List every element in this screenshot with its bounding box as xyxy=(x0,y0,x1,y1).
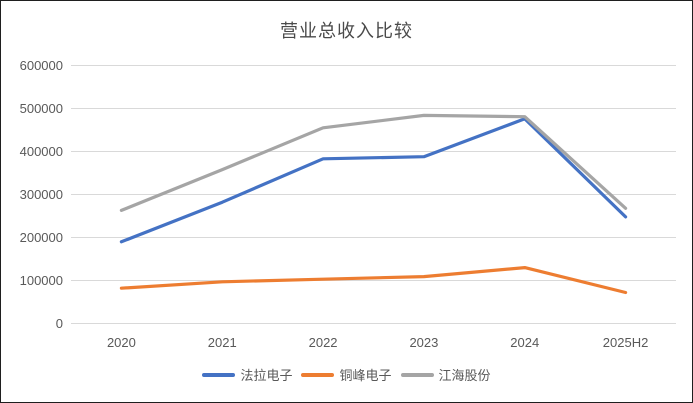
x-axis-category-label: 2025H2 xyxy=(603,335,649,350)
legend-swatch-icon xyxy=(202,372,236,377)
legend-label: 铜峰电子 xyxy=(339,368,392,383)
y-axis-tick-label: 500000 xyxy=(20,101,63,116)
y-axis-tick-label: 600000 xyxy=(20,58,63,73)
legend-label: 法拉电子 xyxy=(240,368,293,383)
legend-item: 铜峰电子 xyxy=(301,365,392,384)
legend-swatch-icon xyxy=(400,372,434,377)
x-axis-category-label: 2022 xyxy=(309,335,338,350)
x-axis-category-label: 2023 xyxy=(409,335,438,350)
legend-swatch-icon xyxy=(301,372,335,377)
legend-item: 江海股份 xyxy=(400,365,491,384)
y-axis-tick-label: 300000 xyxy=(20,187,63,202)
legend-item: 法拉电子 xyxy=(202,365,292,384)
series-line-铜峰电子 xyxy=(119,266,628,295)
series-line-江海股份 xyxy=(119,113,628,212)
y-axis-tick-label: 200000 xyxy=(20,230,63,245)
chart-legend: 法拉电子 铜峰电子 江海股份 xyxy=(1,365,692,384)
series-line-法拉电子 xyxy=(119,117,628,244)
x-axis-category-label: 2024 xyxy=(510,335,539,350)
x-axis-category-label: 2020 xyxy=(107,335,136,350)
y-axis-tick-label: 100000 xyxy=(20,273,63,288)
chart-title: 营业总收入比较 xyxy=(280,21,413,41)
x-axis-category-label: 2021 xyxy=(208,335,237,350)
y-axis-tick-label: 0 xyxy=(56,316,63,331)
y-axis-tick-label: 400000 xyxy=(20,144,63,159)
legend-label: 江海股份 xyxy=(438,368,491,383)
